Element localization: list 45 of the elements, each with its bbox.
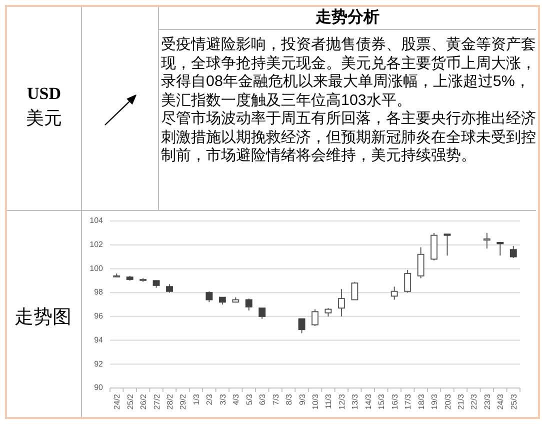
x-tick-label: 12/3 (337, 393, 346, 410)
x-tick-label: 24/3 (496, 393, 506, 410)
y-tick-label: 102 (90, 240, 104, 249)
x-tick-label: 22/3 (470, 393, 479, 410)
y-tick-label: 90 (94, 383, 104, 392)
x-tick-label: 9/3 (298, 393, 307, 406)
x-tick-label: 28/2 (166, 393, 175, 410)
text: 受疫情避险影响，投资者抛售债券、股票、黄金等资产套现，全球争抢持美元现金。美元兑各主要货币上周大涨，录得自08年金融危机以来最大单周涨幅，上涨超过5%，美汇指数一度触及三年位高103水平。 (161, 36, 537, 110)
y-tick-label: 96 (94, 312, 104, 321)
x-tick-label: 23/3 (482, 393, 492, 410)
x-tick-label: 25/2 (126, 393, 135, 410)
text: 美元 (25, 108, 63, 130)
text: 尽管市场波动率于周五有所回落，各主要央行亦推出经济刺激措施以期挽救经济，但预期新冠肺炎在全球未受到控制前，市场避险情绪将会维持，美元持续强势。 (161, 110, 537, 166)
x-tick-label: 24/2 (112, 393, 122, 410)
x-tick-label: 20/3 (443, 393, 452, 410)
x-tick-label: 10/3 (311, 393, 320, 410)
x-tick-label: 19/3 (430, 393, 440, 410)
x-tick-label: 15/3 (377, 393, 386, 410)
x-tick-label: 14/3 (364, 393, 373, 410)
text: USD (26, 84, 62, 104)
y-tick-label: 92 (94, 359, 104, 368)
x-tick-label: 1/3 (192, 393, 201, 406)
x-tick-label: 11/3 (324, 393, 334, 409)
x-tick-label: 2/3 (205, 393, 214, 406)
x-tick-label: 17/3 (404, 393, 413, 410)
x-tick-label: 29/2 (178, 393, 188, 410)
x-tick-label: 6/3 (258, 393, 268, 406)
x-tick-label: 3/3 (218, 393, 228, 406)
text: 走势分析 (314, 7, 380, 27)
x-tick-label: 16/3 (390, 393, 400, 410)
x-tick-label: 8/3 (284, 393, 294, 406)
x-tick-label: 4/3 (232, 393, 241, 406)
x-tick-label: 27/2 (152, 393, 162, 410)
y-tick-label: 94 (94, 335, 104, 344)
y-tick-label: 104 (90, 216, 104, 226)
y-tick-label: 98 (94, 288, 104, 297)
x-tick-label: 26/2 (139, 393, 148, 410)
y-tick-label: 100 (90, 264, 104, 273)
x-tick-label: 18/3 (416, 393, 426, 410)
x-tick-label: 7/3 (271, 393, 280, 406)
x-tick-label: 13/3 (350, 393, 360, 410)
x-tick-label: 21/3 (456, 393, 466, 410)
x-tick-label: 25/3 (509, 393, 518, 410)
x-tick-label: 5/3 (244, 393, 254, 406)
text: 走势图 (14, 306, 72, 328)
